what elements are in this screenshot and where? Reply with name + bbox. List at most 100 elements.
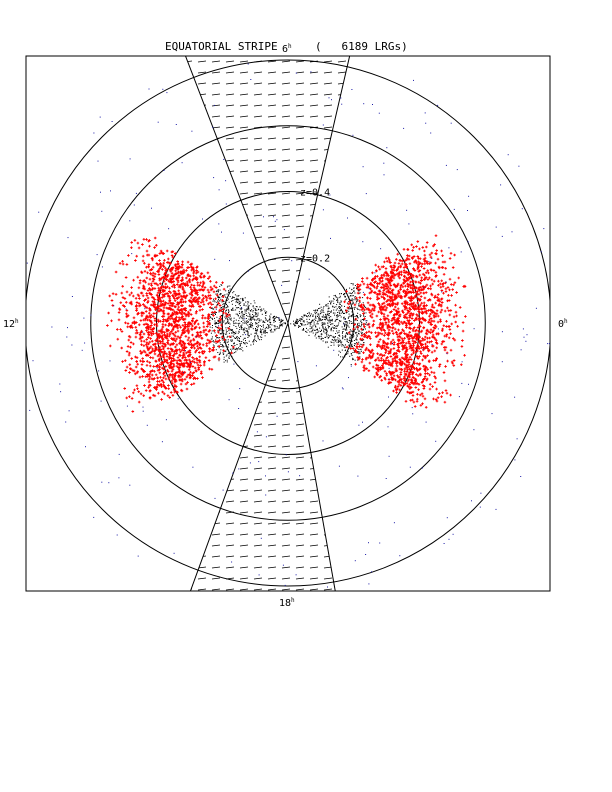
background-point [322,124,324,126]
lrg-point [163,360,166,364]
main-sample-point [335,325,337,327]
lrg-point [411,289,415,293]
lrg-point [404,306,407,309]
angle-label-bottom: 18h [279,597,295,609]
main-sample-point [335,296,337,298]
main-sample-point [310,331,312,333]
lrg-point [168,290,171,293]
main-sample-point [354,306,356,308]
background-point [133,204,135,206]
main-sample-point [242,350,244,352]
main-sample-point [360,321,362,323]
main-sample-point [297,321,299,323]
main-sample-point [259,331,261,333]
main-sample-point [350,339,352,341]
lrg-point [163,331,166,334]
main-sample-point [252,314,254,315]
lrg-point [201,343,205,347]
main-sample-point [355,315,357,317]
lrg-point [352,347,355,350]
background-point [452,533,454,535]
main-sample-point [273,320,275,321]
lrg-point [189,296,193,300]
main-sample-point [256,322,258,324]
lrg-point [155,324,159,328]
lrg-point [363,335,366,338]
lrg-point [437,284,440,287]
main-sample-point [340,310,341,312]
main-sample-point [313,323,315,325]
main-sample-point [242,300,244,302]
lrg-point [202,325,206,329]
lrg-point [417,286,421,289]
background-point [412,413,414,415]
main-sample-point [246,320,248,322]
main-sample-point [314,335,316,337]
main-sample-point [231,297,233,299]
lrg-point [419,285,423,289]
main-sample-point [231,329,233,331]
main-sample-point [241,311,243,312]
lrg-point [385,290,388,294]
main-sample-point [359,343,361,345]
lrg-point [174,294,177,297]
lrg-point [201,316,204,320]
ring-z-3 [26,59,550,587]
main-sample-point [352,345,353,347]
main-sample-point [263,329,265,331]
main-sample-point [330,301,332,303]
lrg-point [132,278,135,282]
main-sample-point [350,292,352,294]
main-sample-point [232,308,234,310]
lrg-point [184,325,187,328]
background-point [431,257,433,259]
lrg-point [153,287,157,290]
lrg-point [356,342,359,346]
main-sample-point [343,323,345,325]
main-sample-point [306,331,308,333]
main-sample-point [342,312,344,314]
main-sample-point [217,296,219,297]
main-sample-point [241,314,243,316]
main-sample-point [232,352,234,354]
lrg-point [427,271,430,275]
lrg-point [403,358,406,361]
main-sample-point [241,341,243,342]
background-point [108,482,110,484]
main-sample-point [315,334,317,336]
lrg-point [422,291,425,295]
main-sample-point [326,330,328,332]
main-sample-point [317,320,319,322]
background-point [330,237,331,239]
background-point [461,361,463,363]
main-sample-point [353,331,355,333]
main-sample-point [215,322,217,324]
main-sample-point [274,320,276,322]
lrg-point [408,331,411,334]
lrg-point [415,261,418,265]
main-sample-point [318,314,320,316]
main-sample-point [357,329,359,331]
angle-label-right: 0h [558,318,568,330]
main-sample-point [332,300,334,302]
main-sample-point [322,327,324,329]
main-sample-point [318,316,320,318]
lrg-point [452,359,456,362]
lrg-point [405,370,409,373]
lrg-point [417,388,420,391]
lrg-point [448,288,451,292]
main-sample-point [247,305,249,307]
main-sample-point [265,332,267,333]
lrg-point [403,375,406,379]
main-sample-point [321,324,323,326]
lrg-point [432,371,436,375]
main-sample-point [239,338,240,339]
main-sample-point [358,293,360,295]
lrg-point [449,393,452,397]
main-sample-point [254,335,256,337]
lrg-point [427,330,431,334]
main-sample-point [307,329,309,331]
main-sample-point [349,295,351,297]
main-sample-point [311,326,313,328]
main-sample-point [315,329,317,331]
